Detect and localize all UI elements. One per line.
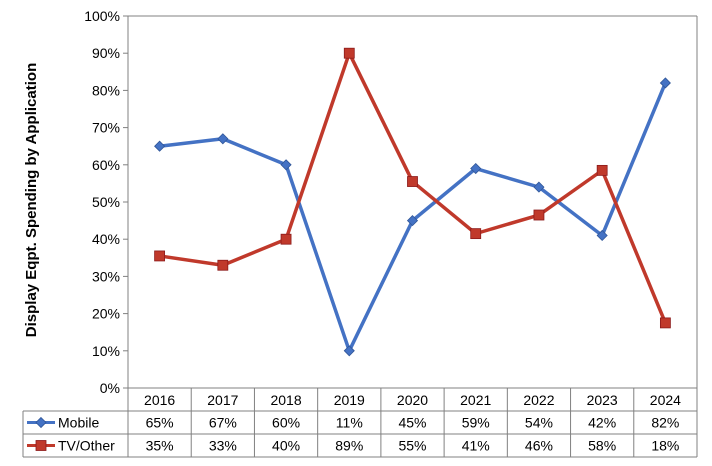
data-table-cell: 42% (588, 415, 616, 431)
data-table-cell: 55% (398, 438, 426, 454)
legend-label: Mobile (58, 415, 99, 431)
data-table-cell: 89% (335, 438, 363, 454)
x-tick-label: 2024 (650, 392, 681, 408)
y-tick-label: 80% (92, 82, 120, 98)
y-tick-label: 100% (84, 8, 120, 24)
data-point (659, 317, 671, 329)
data-point (470, 228, 482, 240)
data-point (533, 209, 545, 221)
x-tick-label: 2017 (207, 392, 238, 408)
y-tick-label: 90% (92, 45, 120, 61)
y-tick-label: 0% (100, 380, 120, 396)
x-tick-label: 2023 (587, 392, 618, 408)
legend-label: TV/Other (58, 438, 115, 454)
data-point (154, 140, 166, 152)
data-point (406, 215, 419, 227)
data-point (533, 181, 545, 193)
y-tick-label: 60% (92, 157, 120, 173)
data-table-cell: 59% (462, 415, 490, 431)
y-tick-label: 70% (92, 120, 120, 136)
x-tick-label: 2019 (334, 392, 365, 408)
x-tick-label: 2022 (523, 392, 554, 408)
data-point (596, 229, 608, 242)
data-table-cell: 54% (525, 415, 553, 431)
data-table-cell: 18% (651, 438, 679, 454)
data-table-cell: 40% (272, 438, 300, 454)
y-axis-label: Display Eqpt. Spending by Application (23, 63, 40, 337)
data-table-cell: 58% (588, 438, 616, 454)
series-line (159, 51, 668, 324)
x-tick-label: 2016 (144, 392, 175, 408)
data-table-cell: 60% (272, 415, 300, 431)
data-table-cell: 45% (398, 415, 426, 431)
data-point (343, 345, 355, 357)
y-tick-label: 50% (92, 194, 120, 210)
data-table-cell: 46% (525, 438, 553, 454)
data-table-cell: 11% (336, 415, 363, 431)
data-point (217, 133, 229, 145)
data-table-cell: 67% (209, 415, 237, 431)
data-point (154, 250, 166, 262)
data-point (280, 233, 292, 245)
data-table-cell: 65% (146, 415, 174, 431)
data-table-cell: 82% (651, 415, 679, 431)
x-tick-label: 2021 (460, 392, 491, 408)
y-tick-label: 20% (92, 306, 120, 322)
data-point (343, 47, 355, 59)
data-point (280, 159, 292, 171)
data-table-cell: 41% (462, 438, 490, 454)
data-point (659, 77, 671, 89)
data-point (470, 162, 482, 175)
x-tick-label: 2018 (270, 392, 301, 408)
y-tick-label: 40% (92, 231, 120, 247)
data-table-cell: 33% (209, 438, 237, 454)
x-tick-label: 2020 (397, 392, 428, 408)
y-tick-label: 10% (92, 343, 120, 359)
legend-marker (35, 416, 47, 429)
legend-marker (35, 440, 47, 451)
data-point (217, 259, 229, 271)
data-point (407, 176, 418, 187)
data-point (596, 164, 608, 176)
y-tick-label: 30% (92, 268, 120, 284)
data-table-cell: 35% (146, 438, 174, 454)
